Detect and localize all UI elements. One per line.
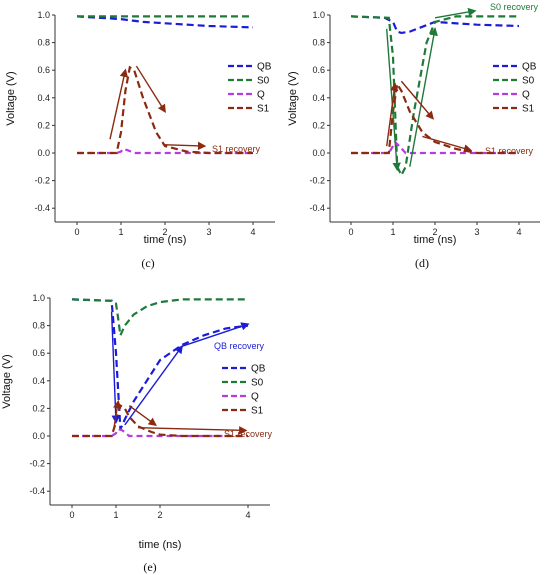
annotation-arrow-s1 — [112, 399, 122, 430]
y-tick-label: -0.2 — [34, 176, 50, 186]
y-tick-label: 0.2 — [312, 120, 325, 130]
x-tick-label: 4 — [245, 510, 250, 520]
x-tick-label: 0 — [348, 227, 353, 237]
legend-label: Q — [251, 392, 259, 403]
y-tick-label: 0.6 — [312, 65, 325, 75]
annotation-arrow-qb — [181, 322, 250, 347]
y-tick-label: 0.4 — [32, 376, 45, 386]
x-tick-label: 2 — [157, 510, 162, 520]
panel-c: -0.4 -0.2 0.0 0.2 0.4 0.6 0.8 1.0 0 1 2 3 4 time (ns)… — [5, 10, 275, 270]
series-line-qb — [350, 15, 520, 35]
annotation-arrow-s1 — [128, 405, 157, 426]
annotation-arrow-s1 — [135, 65, 166, 114]
y-tick-label: 0.8 — [312, 38, 325, 48]
y-tick-label: 0.0 — [37, 148, 50, 158]
annotation-arrow-s1 — [109, 68, 129, 140]
annotation-label: S1 recovery — [485, 146, 534, 156]
x-tick-label: 2 — [432, 227, 437, 237]
x-axis-label: time (ns) — [414, 234, 457, 246]
series-line-s0 — [350, 15, 519, 178]
panel-e: -0.4 -0.2 0.0 0.2 0.4 0.6 0.8 1.0 0 1 2 4 time (ns) V… — [1, 293, 273, 574]
y-tick-label: 0.0 — [312, 148, 325, 158]
legend-label: QB — [257, 62, 272, 73]
annotation-label: S0 recovery — [490, 2, 539, 12]
x-tick-label: 1 — [390, 227, 395, 237]
series-line-s0 — [71, 298, 248, 340]
annotation-arrow-s0 — [386, 28, 401, 172]
legend-label: Q — [257, 90, 265, 101]
annotation-arrow-s0 — [434, 7, 477, 19]
x-tick-label: 0 — [74, 227, 79, 237]
y-tick-label: 0.8 — [32, 321, 45, 331]
x-tick-label: 3 — [206, 227, 211, 237]
legend-label: S0 — [257, 76, 270, 87]
y-axis-label: Voltage (V) — [287, 71, 299, 125]
series-line-s1 — [351, 80, 519, 155]
y-tick-label: 0.0 — [32, 431, 45, 441]
annotation-arrow-s1 — [162, 141, 207, 151]
annotation-label: S1 recovery — [224, 429, 273, 439]
annotation-arrow-s0 — [409, 27, 438, 167]
panel-caption: (e) — [143, 560, 156, 574]
y-tick-label: -0.2 — [29, 459, 45, 469]
series-line-qb — [76, 15, 254, 29]
annotation-label: S1 recovery — [212, 144, 261, 154]
x-axis-label: time (ns) — [139, 539, 182, 551]
legend-label: S1 — [257, 104, 270, 115]
y-axis-label: Voltage (V) — [5, 71, 17, 125]
series-line-q — [77, 147, 253, 155]
series-line-qb — [71, 298, 249, 430]
annotation-arrow-s1 — [400, 80, 434, 120]
series-line-s1 — [77, 65, 253, 155]
x-tick-label: 2 — [162, 227, 167, 237]
y-tick-label: 0.2 — [32, 403, 45, 413]
x-tick-label: 4 — [250, 227, 255, 237]
y-axis-label: Voltage (V) — [1, 354, 13, 408]
legend-label: S1 — [522, 104, 535, 115]
legend-label: Q — [522, 90, 530, 101]
legend-label: S0 — [251, 378, 264, 389]
y-tick-label: -0.2 — [309, 176, 325, 186]
x-tick-label: 3 — [474, 227, 479, 237]
x-axis-label: time (ns) — [144, 234, 187, 246]
legend-label: QB — [251, 364, 266, 375]
panel-caption: (d) — [415, 256, 429, 270]
annotation-arrow-qb — [124, 344, 183, 426]
y-tick-label: -0.4 — [29, 486, 45, 496]
y-tick-label: 1.0 — [37, 10, 50, 20]
y-tick-label: 0.6 — [32, 348, 45, 358]
y-tick-label: 0.4 — [37, 93, 50, 103]
x-tick-label: 1 — [113, 510, 118, 520]
y-tick-label: -0.4 — [309, 203, 325, 213]
legend-label: QB — [522, 62, 537, 73]
y-tick-label: 0.8 — [37, 38, 50, 48]
y-tick-label: 0.4 — [312, 93, 325, 103]
annotation-arrow-s1 — [137, 426, 248, 435]
annotation-label: QB recovery — [214, 341, 265, 351]
series-line-q — [351, 140, 519, 155]
annotation-arrow-s1 — [386, 82, 399, 147]
y-tick-label: 0.2 — [37, 120, 50, 130]
y-tick-label: 1.0 — [312, 10, 325, 20]
legend-label: S1 — [251, 406, 264, 417]
panel-caption: (c) — [141, 256, 154, 270]
y-tick-label: -0.4 — [34, 203, 50, 213]
series-line-q — [72, 427, 248, 438]
y-tick-label: 0.6 — [37, 65, 50, 75]
panel-d: -0.4 -0.2 0.0 0.2 0.4 0.6 0.8 1.0 0 1 2 3 4 time (ns)… — [287, 2, 540, 270]
x-tick-label: 4 — [516, 227, 521, 237]
series-line-s1 — [72, 403, 248, 438]
legend-label: S0 — [522, 76, 535, 87]
annotation-arrow-s1 — [422, 135, 473, 153]
x-tick-label: 1 — [118, 227, 123, 237]
y-tick-label: 1.0 — [32, 293, 45, 303]
x-tick-label: 0 — [69, 510, 74, 520]
